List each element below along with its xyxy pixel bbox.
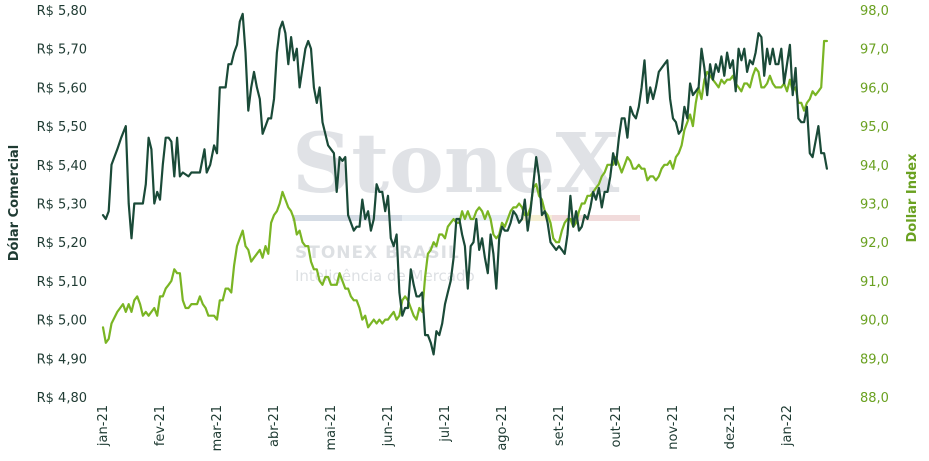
y-right-tick-label: 89,0 <box>860 352 889 367</box>
y-right-tick-label: 91,0 <box>860 275 889 290</box>
x-tick-label: nov-21 <box>666 405 681 450</box>
x-axis-ticks: jan-21 fev-21 mar-21 abr-21 mai-21 jun-21 jul-… <box>96 405 795 451</box>
y-left-tick-label: R$ 5,20 <box>37 236 87 251</box>
y-left-tick-label: R$ 5,60 <box>37 81 87 96</box>
x-tick-label: set-21 <box>552 405 567 446</box>
x-tick-label: mai-21 <box>324 405 339 450</box>
y-left-tick-label: R$ 4,90 <box>37 352 87 367</box>
watermark-bar-light <box>402 215 522 221</box>
y-right-tick-label: 88,0 <box>860 391 889 406</box>
x-tick-label: jan-21 <box>96 405 111 447</box>
y-right-tick-label: 98,0 <box>860 4 889 19</box>
y-left-tick-label: R$ 4,80 <box>37 391 87 406</box>
y-right-tick-label: 97,0 <box>860 43 889 58</box>
y-left-tick-label: R$ 5,40 <box>37 159 87 174</box>
y-left-tick-label: R$ 5,80 <box>37 4 87 19</box>
y-axis-left-title: Dólar Comercial <box>7 145 22 262</box>
y-right-tick-label: 96,0 <box>860 81 889 96</box>
watermark-bar-red <box>552 215 640 221</box>
y-left-tick-label: R$ 5,00 <box>37 314 87 329</box>
x-tick-label: abr-21 <box>267 405 282 447</box>
right-axis-ticks: 98,0 97,0 96,0 95,0 94,0 93,0 92,0 91,0 90,0 89,0… <box>860 4 889 406</box>
y-left-tick-label: R$ 5,50 <box>37 120 87 135</box>
watermark-bar-yellow <box>522 215 552 221</box>
watermark-tagline: Inteligência de Mercado <box>295 267 475 285</box>
y-left-tick-label: R$ 5,30 <box>37 198 87 213</box>
series-group <box>101 12 828 356</box>
y-axis-right-title: Dollar Index <box>905 153 920 243</box>
x-tick-label: dez-21 <box>723 405 738 449</box>
watermark-subtitle: STONEX BRASIL <box>295 243 460 263</box>
x-tick-label: jul-21 <box>438 405 453 443</box>
y-right-tick-label: 92,0 <box>860 236 889 251</box>
series-line-dolar-comercial <box>101 12 828 356</box>
y-right-tick-label: 90,0 <box>860 314 889 329</box>
watermark-bar-blue <box>292 215 402 221</box>
x-tick-label: mar-21 <box>210 405 225 451</box>
x-tick-label: jan-22 <box>780 405 795 447</box>
y-right-tick-label: 94,0 <box>860 159 889 174</box>
y-left-tick-label: R$ 5,10 <box>37 275 87 290</box>
x-tick-label: jun-21 <box>381 405 396 447</box>
series-line-dollar-index <box>101 39 828 344</box>
y-right-tick-label: 95,0 <box>860 120 889 135</box>
left-axis-ticks: R$ 5,80 R$ 5,70 R$ 5,60 R$ 5,50 R$ 5,40 R$ 5,… <box>37 4 87 406</box>
x-tick-label: out-21 <box>609 405 624 448</box>
y-right-tick-label: 93,0 <box>860 198 889 213</box>
x-tick-label: fev-21 <box>153 405 168 446</box>
x-tick-label: ago-21 <box>495 405 510 451</box>
y-left-tick-label: R$ 5,70 <box>37 43 87 58</box>
